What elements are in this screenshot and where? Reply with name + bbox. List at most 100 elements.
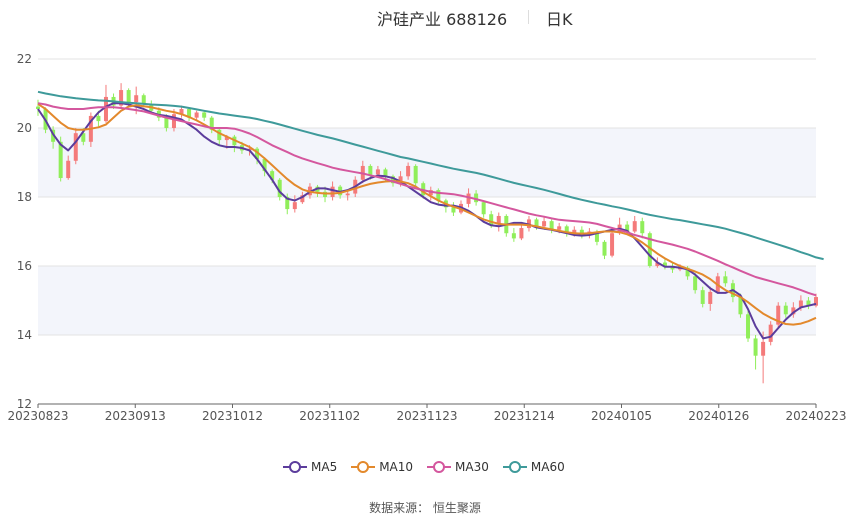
candle-body [383,169,388,177]
legend-item-ma60[interactable]: MA60 [502,460,565,474]
candle-body [277,179,282,197]
candle-body [753,338,758,356]
x-axis: 20230823 20230913 20231012 20231102 20231123… [7,403,847,423]
legend-label: MA10 [379,460,414,474]
candle-body [330,186,335,197]
title-separator [528,10,529,24]
candle-body [647,233,652,266]
x-tick-label: 20231123 [396,409,457,423]
candle-body [572,229,577,234]
candle-body [670,266,675,270]
candle-body [534,219,539,227]
candle [783,302,788,318]
x-tick-label: 20231214 [494,409,555,423]
y-tick-label: 18 [17,190,32,204]
candle-body [209,117,214,130]
candle-body [217,129,222,141]
candle-body [557,226,562,230]
candle [103,84,108,123]
legend-label: MA60 [530,460,565,474]
candle [277,178,282,201]
candle-body [187,109,192,118]
candle-body [406,165,411,177]
candle [141,93,146,108]
candle-body [594,231,599,242]
ma-line-ma30 [37,102,817,297]
candle-body [58,141,63,179]
candle-body [141,95,146,104]
candle-body [761,341,766,356]
candle-body [496,215,501,225]
x-tick-label: 20240126 [688,409,749,423]
candle-body [768,324,773,342]
candle [413,164,418,187]
candle-body [81,133,86,142]
candle-body [685,267,690,277]
candle [519,222,524,241]
stock-name-code: 沪硅产业 688126 [377,10,508,29]
ma-line-ma10 [37,103,817,326]
candle [708,286,713,311]
candle [292,195,297,213]
candle [662,259,667,270]
candle [776,302,781,329]
candle-body [693,276,698,291]
candle-body [791,307,796,315]
candle [202,110,207,122]
candle-body [202,112,207,118]
candle [474,190,479,206]
candle [36,99,40,116]
candle-body [398,176,403,184]
candle [564,224,569,237]
candle-body [632,221,637,232]
candle-body [179,109,184,115]
candle-body [126,90,131,103]
candle-body [224,136,229,141]
candle-body [723,276,728,284]
legend-marker [427,461,452,473]
candle-body [66,160,71,179]
legend-item-ma30[interactable]: MA30 [427,460,489,474]
candle-body [262,159,267,172]
legend-item-ma5[interactable]: MA5 [283,460,337,474]
x-tick-label: 20230913 [105,409,166,423]
legend-item-ma10[interactable]: MA10 [351,460,413,474]
candle-body [542,221,547,227]
candle-body [255,148,260,160]
candle-body [285,197,290,210]
candle [549,219,554,234]
chart-title: 沪硅产业 688126 日K [0,6,850,29]
candle-body [413,165,418,184]
candle [511,228,516,242]
candle [746,310,751,342]
candle-body [375,169,380,175]
candle [647,231,652,268]
candle [753,335,758,370]
candle-body [171,114,176,128]
candle [768,321,773,346]
legend-marker [502,461,527,473]
candle-body [662,262,667,266]
candle-body [103,96,108,122]
candle [66,155,71,180]
candle [693,272,698,294]
candle-body [292,202,297,210]
candle-body [73,133,78,161]
candle [481,200,486,218]
x-tick-label: 20231102 [299,409,360,423]
x-tick-label: 20240105 [591,409,652,423]
candle [632,215,637,234]
legend-marker [351,461,376,473]
candle-body [602,241,607,256]
candle [73,128,78,165]
candle-body [466,193,471,204]
candle-body [194,112,199,118]
candle-body [610,233,615,256]
candle [610,229,615,258]
candle [209,115,214,134]
candle-body [798,300,803,308]
candle-body [119,90,124,106]
legend: MA5 MA10 MA30 MA60 [283,458,579,476]
candle [700,286,705,308]
candle-body [134,95,139,103]
